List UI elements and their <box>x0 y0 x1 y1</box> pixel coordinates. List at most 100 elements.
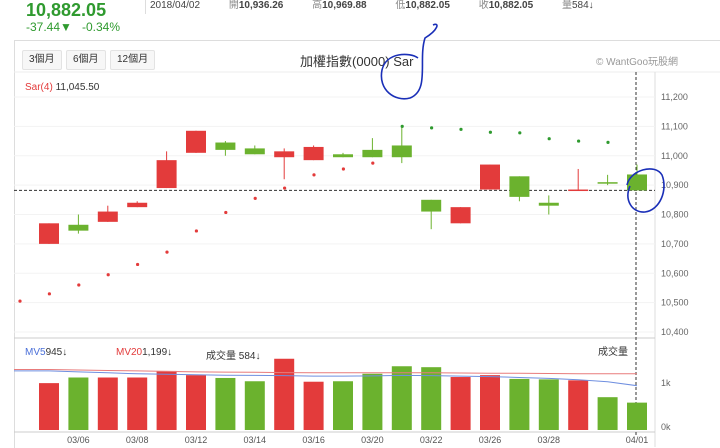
volume-tick-label: 0k <box>661 422 671 432</box>
candle-body <box>597 182 618 184</box>
sar-dot <box>606 140 610 144</box>
sar-dot <box>165 250 169 254</box>
range-12m-button[interactable]: 12個月 <box>110 50 156 70</box>
date-tick-label: 03/22 <box>420 435 443 445</box>
volume-label: 量 <box>561 0 572 11</box>
price-tick-label: 10,600 <box>661 268 689 278</box>
sar-dot <box>224 210 228 215</box>
mv5-legend: MV5945↓ <box>25 347 67 358</box>
brand-watermark: © WantGoo玩股網 <box>596 57 679 68</box>
range-3m-button[interactable]: 3個月 <box>22 50 62 70</box>
sar-legend: Sar(4) 11,045.50 <box>25 82 99 93</box>
sar-dot <box>283 186 287 190</box>
mv5-legend-label: MV5 <box>25 347 46 358</box>
volume-bar <box>97 377 118 430</box>
candle-body <box>244 148 265 155</box>
candle-body <box>421 199 442 212</box>
low-label: 低 <box>395 0 406 11</box>
candle-body <box>333 154 353 158</box>
volume-value: 584↓ <box>571 0 594 11</box>
candle-body <box>68 224 89 231</box>
sar-dot <box>430 126 434 130</box>
mv20-legend-value: 1,199↓ <box>142 347 173 358</box>
date-tick-label: 03/26 <box>479 435 502 445</box>
date-tick-label: 03/16 <box>302 435 325 445</box>
sar-dot <box>253 196 257 200</box>
annotation-scribble <box>380 23 438 100</box>
quote-date: 2018/04/02 <box>150 0 201 11</box>
mv5-line <box>14 370 638 387</box>
candle-body <box>538 202 559 206</box>
volume-bar <box>333 381 353 430</box>
volume-bar <box>68 377 89 430</box>
volume-bar <box>450 377 471 430</box>
close-value: 10,882.05 <box>488 0 534 11</box>
candle-body <box>127 202 148 208</box>
quote-header: 10,882.05 -37.44▼ -0.34% 2018/04/02 開10,… <box>0 0 720 40</box>
volume-legend: 成交量 584↓ <box>206 347 260 362</box>
high-label: 高 <box>312 0 323 11</box>
open-value: 10,936.26 <box>238 0 284 11</box>
price-tick-label: 11,100 <box>661 121 688 131</box>
quote-open: 開10,936.26 <box>229 0 284 11</box>
quote-close: 收10,882.05 <box>479 0 534 11</box>
volume-bar <box>421 367 442 430</box>
date-tick-label: 03/08 <box>126 435 149 445</box>
volume-tick-label: 1k <box>661 378 671 388</box>
mv20-legend: MV201,199↓ <box>116 347 172 358</box>
volume-bar <box>597 397 618 430</box>
high-value: 10,969.88 <box>322 0 367 11</box>
sar-dot <box>312 173 316 177</box>
sar-dot <box>459 127 463 131</box>
price-tick-label: 10,700 <box>661 239 689 249</box>
price-tick-label: 10,400 <box>661 327 689 337</box>
sar-legend-value: 11,045.50 <box>55 82 100 93</box>
volume-legend-label: 成交量 <box>206 351 236 362</box>
low-value: 10,882.05 <box>405 0 450 11</box>
candle-body <box>450 207 471 224</box>
volume-bar <box>186 375 206 430</box>
volume-bar <box>39 383 59 430</box>
chart-title: 加權指數(0000) Sar <box>300 54 414 69</box>
volume-bar <box>215 377 236 430</box>
volume-bar <box>244 381 265 430</box>
candle-body <box>480 164 500 190</box>
price-tick-label: 10,900 <box>661 180 689 190</box>
sar-dot <box>47 292 52 296</box>
open-label: 開 <box>228 0 239 11</box>
candle-body <box>568 189 589 192</box>
volume-bar <box>303 381 324 430</box>
quote-volume: 量584↓ <box>562 0 594 11</box>
mv20-line <box>14 369 637 375</box>
candle-body <box>186 130 206 153</box>
candle-body <box>215 142 236 150</box>
candle-body <box>156 160 177 189</box>
date-tick-label: 03/28 <box>538 435 561 445</box>
price-tick-label: 10,500 <box>661 298 689 308</box>
volume-bar <box>627 402 647 430</box>
range-6m-button[interactable]: 6個月 <box>66 50 106 70</box>
date-tick-label: 03/12 <box>185 435 208 445</box>
volume-bar <box>480 375 500 430</box>
date-tick-label: 03/20 <box>361 435 384 445</box>
candle-body <box>39 223 59 244</box>
quote-high: 高10,969.88 <box>312 0 367 11</box>
candle-body <box>509 176 530 197</box>
volume-bar <box>509 378 530 430</box>
index-price: 10,882.05 <box>26 0 107 20</box>
candle-body <box>362 149 383 158</box>
sar-dot <box>18 299 22 303</box>
sar-dot <box>577 139 581 143</box>
sar-dot <box>400 124 404 128</box>
candle-body <box>303 146 324 161</box>
date-tick-label: 03/14 <box>244 435 267 445</box>
annotation-circle <box>626 168 665 213</box>
price-tick-label: 10,800 <box>661 210 689 220</box>
sar-dot <box>371 161 375 165</box>
volume-legend-value: 584↓ <box>238 351 261 362</box>
date-tick-label: 04/01 <box>626 435 649 445</box>
sar-dot <box>518 131 522 135</box>
price-tick-label: 11,200 <box>661 92 688 102</box>
volume-bar <box>538 379 559 430</box>
